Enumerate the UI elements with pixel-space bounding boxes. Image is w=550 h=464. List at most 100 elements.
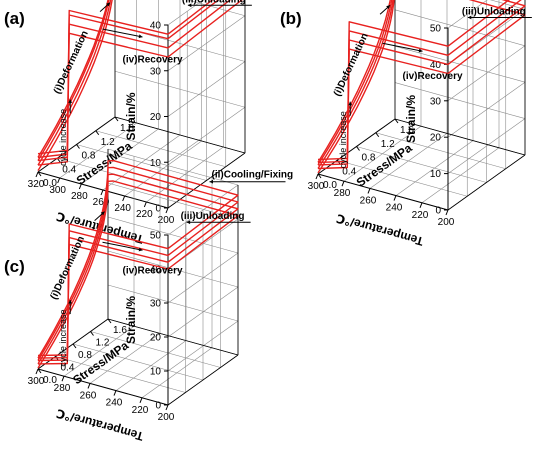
y-tick-label: 1.2 [381,139,395,150]
axis-line [37,368,169,406]
z-tick-label: 30 [150,66,162,77]
x-tick-label: 260 [80,390,97,401]
x-tick [165,404,169,411]
axis-line [114,116,246,154]
x-tick-label: 240 [386,203,403,214]
z-tick-label: 40 [430,60,442,71]
panel: 01020304050Strain/%200220240260280300Tem… [280,0,532,249]
z-axis-label: Strain/% [124,296,138,344]
cycle-curve [37,0,214,158]
gridline [115,340,187,391]
z-axis-label: Strain/% [124,92,138,140]
gridline [337,159,468,197]
y-tick-label: 1.2 [96,338,110,349]
y-tick [37,171,42,177]
gridline [55,356,186,393]
y-tick-label: 0.8 [78,350,92,361]
x-tick [165,207,169,214]
x-tick [445,209,449,216]
x-tick [393,195,397,201]
gridline [81,128,159,185]
x-tick [35,368,39,375]
y-tick-label: 0.0 [323,180,337,191]
x-tick-label: 320 [28,179,45,190]
arrow-recovery [382,42,423,52]
arrow-unloading-head [467,15,472,20]
gridline [107,216,239,254]
z-tick-label: 10 [150,158,162,169]
gridline [395,140,474,196]
label-deformation: (i)Deformation [52,29,91,96]
arrow-recovery [102,241,143,251]
gridline [90,331,221,368]
gridline [141,347,213,399]
x-tick-label: 220 [136,209,153,220]
y-tick [394,118,399,124]
arrow-cycle-head [68,300,73,304]
x-tick-label: 200 [158,215,175,226]
axis-line [394,118,526,156]
arrow-deformation-head [100,211,105,216]
y-tick-label: 0.4 [342,166,356,177]
z-tick-label: 0 [155,204,161,215]
x-tick-label: 220 [412,210,429,221]
arrow-deformation-head [106,2,111,7]
arrow-recovery-head [138,34,143,39]
x-tick [61,376,65,382]
y-tick-label: 0.4 [62,164,76,175]
arrow-unloading-head [187,3,192,8]
label-cooling: (ii)Cooling/Fixing [212,170,294,181]
gridline [72,343,204,381]
x-tick [315,173,319,180]
x-tick-label: 280 [54,383,71,394]
label-cycle-increase: cycle increase [58,109,68,166]
panel-label: (b) [280,9,302,28]
x-tick [35,171,39,178]
gridline [124,140,202,197]
axis-line [317,173,449,211]
panel: 01020304050Strain/%200220240260280300Tem… [4,148,294,444]
axis-line [447,154,526,211]
y-tick [37,368,42,374]
y-tick [72,343,77,349]
z-tick-label: 30 [150,299,162,310]
y-tick-label: 1.6 [400,125,414,136]
label-cycle-increase: cycle increase [58,310,68,367]
z-tick-label: 40 [150,265,162,276]
x-tick [419,202,423,208]
y-tick-label: 0.8 [82,151,96,162]
x-tick [139,397,143,403]
y-tick-label: 0.4 [61,363,75,374]
x-tick-label: 240 [114,203,131,214]
x-tick-label: 300 [49,185,66,196]
x-tick-label: 200 [438,217,455,228]
y-tick [76,144,80,149]
gridline [394,82,526,119]
z-tick-label: 50 [430,24,442,35]
x-tick [87,383,91,389]
z-tick-label: 40 [150,21,162,32]
z-tick-label: 20 [150,333,162,344]
y-tick [95,130,100,136]
gridline [107,182,239,220]
z-tick-label: 50 [150,231,162,242]
panel-label: (c) [4,257,25,276]
x-tick-label: 280 [334,188,351,199]
gridline [107,250,239,288]
y-tick-label: 1.2 [101,137,115,148]
gridline [102,134,181,191]
y-tick [356,146,360,151]
y-tick-label: 0.8 [362,153,376,164]
x-tick-label: 300 [28,376,45,387]
label-unloading: (iii)Unloading [182,0,246,5]
x-tick-label: 300 [308,181,325,192]
x-tick-label: 220 [132,405,149,416]
label-recovery: (iv)Recovery [123,265,183,276]
x-tick [143,201,147,208]
gridline [356,146,487,183]
label-unloading: (iii)Unloading [181,211,245,222]
label-cycle-increase: cycle increase [338,111,348,168]
y-tick [107,318,112,324]
